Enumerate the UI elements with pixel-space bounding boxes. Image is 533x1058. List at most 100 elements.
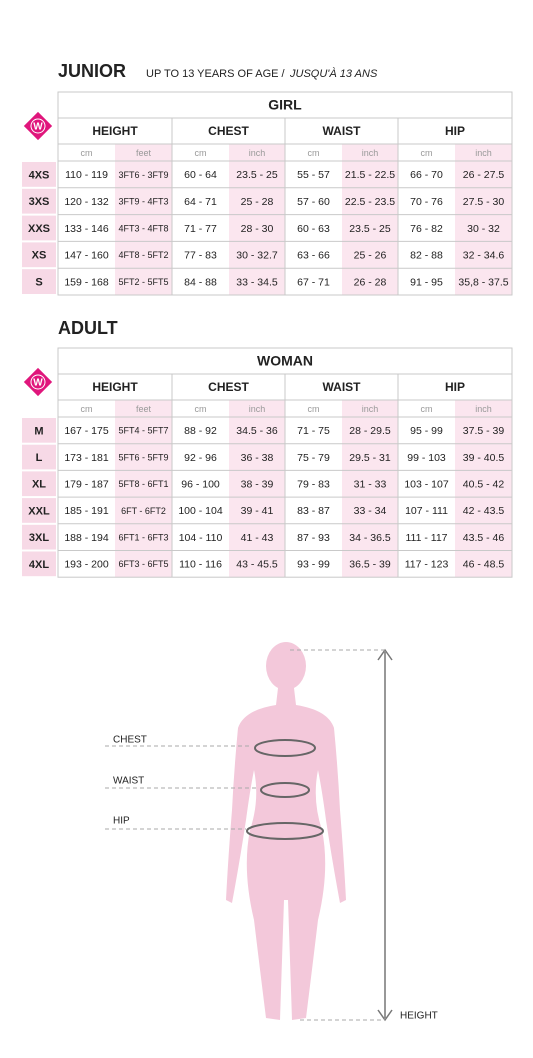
cell-value: 110 - 119 — [65, 169, 108, 181]
figure-label: WAIST — [113, 776, 144, 787]
size-cell — [22, 418, 56, 443]
size-cell — [22, 524, 56, 550]
cell-value: 96 - 100 — [181, 479, 220, 491]
unit-label: inch — [475, 148, 492, 158]
size-cell — [22, 242, 56, 268]
badge-ring — [30, 118, 46, 134]
size-cell — [22, 162, 56, 187]
unit-label: inch — [362, 404, 379, 414]
cell-value: 103 - 107 — [404, 479, 449, 491]
cell-value: 3FT6 - 3FT9 — [118, 170, 168, 180]
cell-value: 28 - 30 — [241, 223, 274, 235]
column-header: HIP — [445, 124, 465, 138]
column-header: CHEST — [208, 380, 249, 394]
figure-label: CHEST — [113, 735, 147, 746]
cell-value: 173 - 181 — [64, 452, 109, 464]
cell-value: 63 - 66 — [297, 250, 330, 262]
unit-label: cm — [308, 404, 320, 414]
cell-value: 92 - 96 — [184, 452, 217, 464]
column-shade — [115, 144, 172, 295]
cell-value: 100 - 104 — [178, 505, 223, 517]
cell-value: 35,8 - 37.5 — [458, 276, 508, 288]
size-cell — [22, 215, 56, 241]
size-label: XS — [32, 250, 47, 262]
size-label: 4XS — [29, 169, 50, 181]
cell-value: 193 - 200 — [64, 559, 109, 571]
cell-value: 55 - 57 — [297, 169, 330, 181]
cell-value: 64 - 71 — [184, 196, 217, 208]
column-shade — [229, 400, 285, 578]
cell-value: 167 - 175 — [64, 425, 109, 437]
cell-value: 34.5 - 36 — [236, 425, 278, 437]
figure-label: HEIGHT — [400, 1011, 438, 1022]
cell-value: 87 - 93 — [297, 532, 330, 544]
cell-value: 76 - 82 — [410, 223, 443, 235]
cell-value: 6FT - 6FT2 — [121, 506, 166, 516]
cell-value: 29.5 - 31 — [349, 452, 391, 464]
size-label: XXS — [28, 223, 50, 235]
cell-value: 5FT6 - 5FT9 — [118, 452, 168, 462]
cell-value: 5FT4 - 5FT7 — [118, 426, 168, 436]
column-shade — [115, 400, 172, 578]
column-header: WAIST — [323, 380, 362, 394]
cell-value: 185 - 191 — [64, 505, 109, 517]
cell-value: 91 - 95 — [410, 276, 443, 288]
cell-value: 30 - 32.7 — [236, 250, 278, 262]
unit-label: feet — [136, 404, 152, 414]
cell-value: 3FT9 - 4FT3 — [118, 197, 168, 207]
unit-label: cm — [421, 148, 433, 158]
column-header: CHEST — [208, 124, 249, 138]
cell-value: 37.5 - 39 — [463, 425, 505, 437]
cell-value: 30 - 32 — [467, 223, 500, 235]
cell-value: 36 - 38 — [241, 452, 274, 464]
cell-value: 188 - 194 — [64, 532, 109, 544]
cell-value: 57 - 60 — [297, 196, 330, 208]
cell-value: 88 - 92 — [184, 425, 217, 437]
size-label: XL — [32, 479, 46, 491]
column-header: HEIGHT — [92, 380, 138, 394]
cell-value: 107 - 111 — [405, 505, 448, 517]
cell-value: 70 - 76 — [410, 196, 443, 208]
section-title: JUNIOR — [58, 61, 126, 81]
cell-value: 75 - 79 — [297, 452, 330, 464]
cell-value: 79 - 83 — [297, 479, 330, 491]
column-shade — [229, 144, 285, 295]
cell-value: 25 - 26 — [354, 250, 387, 262]
size-cell — [22, 551, 56, 577]
group-header: WOMAN — [257, 353, 313, 369]
cell-value: 95 - 99 — [410, 425, 443, 437]
cell-value: 67 - 71 — [297, 276, 330, 288]
unit-label: cm — [195, 148, 207, 158]
unit-label: feet — [136, 148, 152, 158]
badge-letter: W — [33, 378, 43, 389]
cell-value: 40.5 - 42 — [463, 479, 505, 491]
size-label: S — [35, 277, 42, 289]
size-cell — [22, 188, 56, 214]
size-cell — [22, 444, 56, 470]
cell-value: 33 - 34 — [354, 505, 387, 517]
cell-value: 46 - 48.5 — [463, 559, 505, 571]
cell-value: 6FT3 - 6FT5 — [118, 559, 168, 569]
size-label: 3XS — [29, 196, 50, 208]
unit-label: cm — [81, 148, 93, 158]
size-cell — [22, 269, 56, 294]
cell-value: 147 - 160 — [64, 250, 109, 262]
cell-value: 77 - 83 — [184, 250, 217, 262]
cell-value: 22.5 - 23.5 — [345, 196, 395, 208]
cell-value: 31 - 33 — [354, 479, 387, 491]
column-header: HIP — [445, 380, 465, 394]
unit-label: inch — [475, 404, 492, 414]
group-header: GIRL — [268, 97, 302, 113]
cell-value: 5FT8 - 6FT1 — [118, 479, 168, 489]
badge-ring — [30, 374, 46, 390]
cell-value: 34 - 36.5 — [349, 532, 391, 544]
cell-value: 83 - 87 — [297, 505, 330, 517]
cell-value: 4FT8 - 5FT2 — [118, 250, 168, 260]
cell-value: 43.5 - 46 — [463, 532, 505, 544]
figure-label: HIP — [113, 816, 130, 827]
unit-label: cm — [308, 148, 320, 158]
cell-value: 33 - 34.5 — [236, 276, 278, 288]
badge-letter: W — [33, 122, 43, 133]
cell-value: 32 - 34.6 — [463, 250, 505, 262]
